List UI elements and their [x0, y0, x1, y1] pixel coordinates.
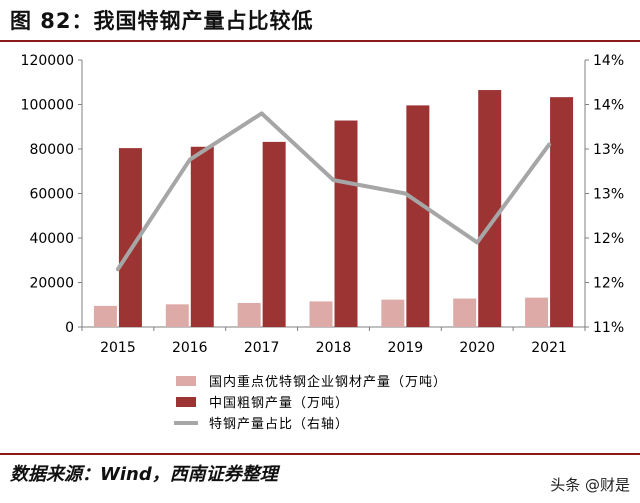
crude-steel-bar: [190, 146, 214, 327]
crude-steel-bar: [478, 90, 502, 327]
y-left-tick-label: 40000: [29, 231, 74, 247]
y-left-tick-label: 0: [65, 320, 74, 336]
crude-steel-bar: [334, 120, 358, 328]
x-tick-label: 2017: [244, 340, 280, 356]
source-note: 数据来源：Wind，西南证券整理: [10, 464, 278, 485]
special-steel-bar: [525, 297, 549, 327]
x-tick-label: 2019: [388, 340, 424, 356]
special-steel-bar: [453, 298, 477, 327]
special-steel-bar: [237, 302, 261, 327]
chart-line: [115, 111, 552, 272]
special-steel-bar: [381, 299, 405, 327]
combo-chart: 0 20000 40000 60000 80000 100000 120000 11% 12% 1…: [21, 53, 625, 432]
title-divider: [0, 40, 640, 42]
chart-title: 图 82：我国特钢产量占比较低: [10, 9, 314, 33]
chart-bars: [93, 90, 574, 328]
crude-steel-bar: [118, 148, 142, 327]
legend-swatch: [176, 397, 196, 407]
special-steel-bar: [93, 305, 117, 327]
y-left-tick-label: 80000: [29, 142, 74, 158]
y-right-tick-label: 12%: [593, 276, 624, 292]
special-steel-bar: [309, 301, 333, 327]
chart-legend: 国内重点优特钢企业钢材产量（万吨） 中国粗钢产量（万吨） 特钢产量占比（右轴）: [174, 374, 447, 432]
special-steel-bar: [165, 304, 189, 327]
y-right-tick-label: 11%: [593, 320, 624, 336]
x-tick-label: 2015: [100, 340, 136, 356]
chart-tick-labels: 0 20000 40000 60000 80000 100000 120000 11% 12% 1…: [21, 53, 625, 356]
x-tick-label: 2021: [531, 340, 567, 356]
y-right-tick-label: 12%: [593, 231, 624, 247]
y-right-tick-label: 13%: [593, 187, 624, 203]
y-right-tick-label: 14%: [593, 53, 624, 69]
y-left-tick-label: 100000: [21, 98, 74, 114]
y-left-tick-label: 120000: [21, 53, 74, 69]
legend-label: 中国粗钢产量（万吨）: [209, 396, 349, 411]
y-left-tick-label: 20000: [29, 276, 74, 292]
x-tick-label: 2016: [172, 340, 208, 356]
y-right-tick-label: 14%: [593, 98, 624, 114]
watermark: 头条 @财是: [550, 476, 630, 494]
x-tick-label: 2018: [316, 340, 352, 356]
x-tick-label: 2020: [459, 340, 495, 356]
y-left-tick-label: 60000: [29, 187, 74, 203]
crude-steel-bar: [406, 105, 430, 327]
legend-label: 国内重点优特钢企业钢材产量（万吨）: [209, 374, 447, 390]
crude-steel-bar: [550, 97, 574, 327]
crude-steel-bar: [262, 141, 286, 327]
y-right-tick-label: 13%: [593, 142, 624, 158]
legend-swatch: [176, 376, 196, 386]
source-divider: [0, 453, 640, 455]
legend-label: 特钢产量占比（右轴）: [209, 417, 349, 432]
